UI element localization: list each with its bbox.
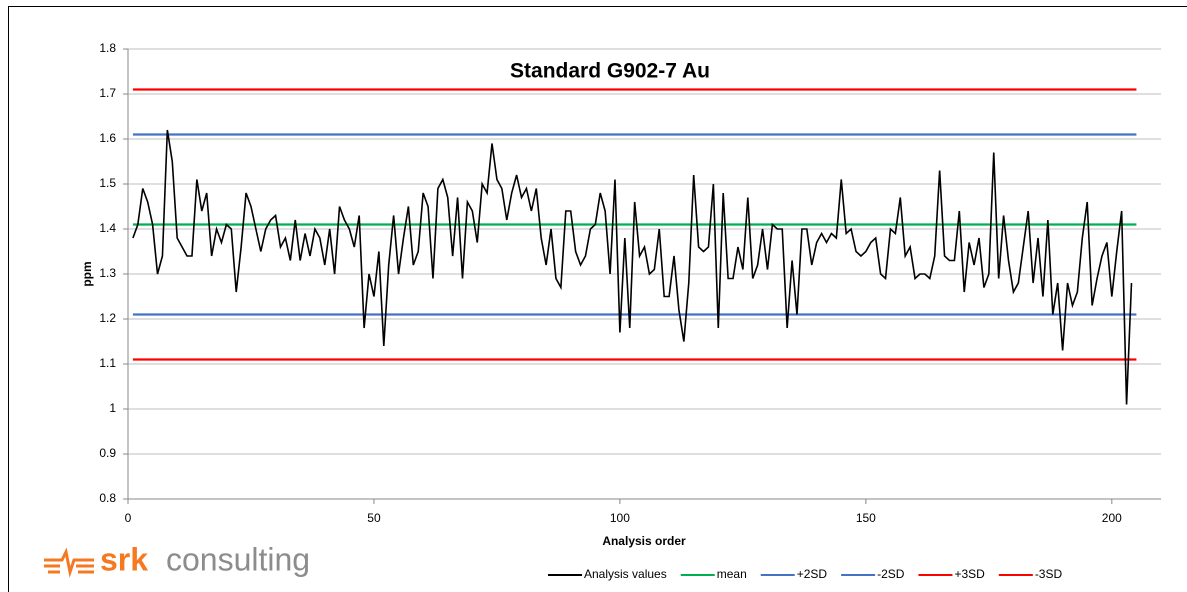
x-tick-label: 150 [856,511,876,525]
series-line [132,129,1133,405]
x-tick-label: 100 [610,511,630,525]
legend-label: -2SD [877,567,905,581]
legend-label: -3SD [1035,567,1063,581]
y-tick-label: 1.3 [99,266,116,280]
y-tick-label: 1.2 [99,311,116,325]
x-axis-label: Analysis order [602,534,686,548]
y-tick-label: 1.6 [99,131,116,145]
legend-label: Analysis values [584,567,667,581]
logo-brand: srk [100,541,148,577]
chart-title: Standard G902-7 Au [510,60,710,83]
legend-label: mean [717,567,747,581]
logo: srk consulting [44,541,310,578]
y-tick-label: 0.9 [99,446,116,460]
y-tick-label: 1.1 [99,356,116,370]
x-tick-label: 50 [367,511,381,525]
y-tick-label: 1.5 [99,176,116,190]
y-tick-label: 1 [109,401,116,415]
y-axis-label: ppm [80,261,94,286]
y-tick-label: 1.4 [99,221,116,235]
legend-label: +2SD [797,567,828,581]
y-tick-label: 1.7 [99,86,116,100]
logo-icon [44,547,94,578]
y-tick-label: 0.8 [99,491,116,505]
x-tick-label: 200 [1102,511,1122,525]
legend-label: +3SD [954,567,985,581]
chart-border [8,6,1187,592]
x-tick-label: 0 [125,511,132,525]
logo-tagline: consulting [166,541,310,577]
y-tick-label: 1.8 [99,41,116,55]
